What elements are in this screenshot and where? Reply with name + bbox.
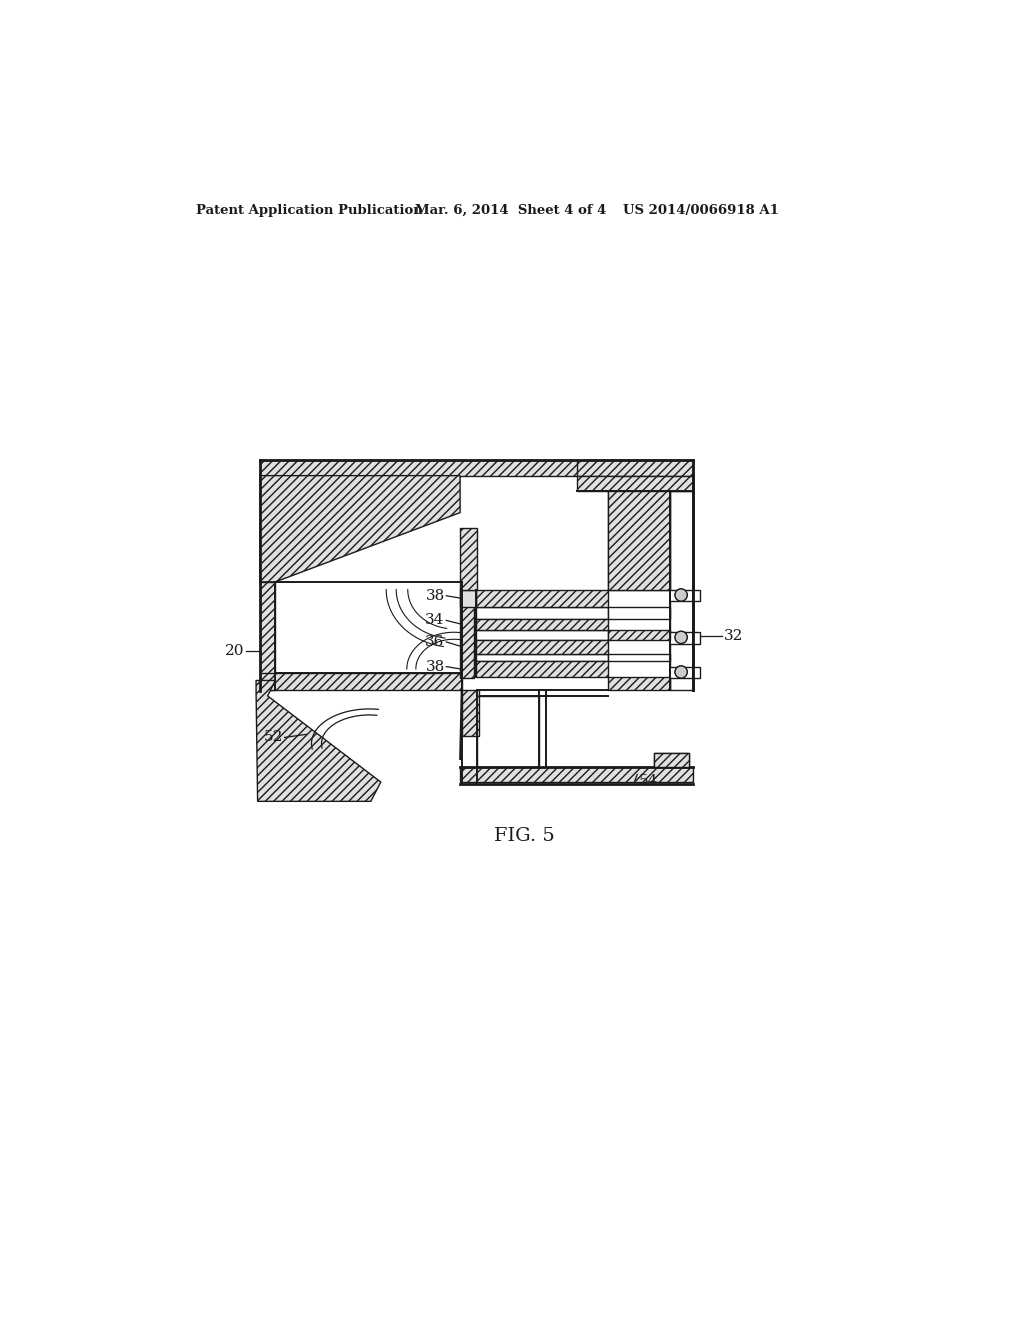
Bar <box>475 607 608 619</box>
Bar <box>460 528 477 590</box>
Bar <box>275 582 460 673</box>
Bar <box>578 461 692 475</box>
Circle shape <box>675 665 687 678</box>
Bar <box>692 590 700 601</box>
Circle shape <box>675 589 687 601</box>
Bar <box>608 677 670 689</box>
Bar <box>670 644 692 667</box>
Bar <box>260 461 692 475</box>
Bar <box>608 630 670 640</box>
Bar <box>475 653 608 661</box>
Bar <box>462 689 478 737</box>
Polygon shape <box>256 681 381 801</box>
Bar <box>654 752 689 767</box>
Bar <box>477 696 539 767</box>
Bar <box>475 619 608 630</box>
Text: FIG. 5: FIG. 5 <box>495 828 555 845</box>
Bar <box>460 767 692 781</box>
Bar <box>475 661 608 677</box>
Bar <box>670 601 692 632</box>
Text: Mar. 6, 2014  Sheet 4 of 4: Mar. 6, 2014 Sheet 4 of 4 <box>416 205 607 218</box>
Text: 32: 32 <box>724 628 742 643</box>
Text: 34: 34 <box>425 614 444 627</box>
Bar <box>670 491 692 689</box>
Bar <box>608 491 670 590</box>
Bar <box>608 491 670 590</box>
Text: 38: 38 <box>425 589 444 603</box>
Text: 20: 20 <box>225 644 245 659</box>
Bar <box>654 752 689 767</box>
Bar <box>670 678 692 689</box>
Bar <box>260 582 275 689</box>
Text: Patent Application Publication: Patent Application Publication <box>196 205 423 218</box>
Bar <box>475 640 608 653</box>
Bar <box>578 475 692 491</box>
Bar <box>460 590 476 607</box>
Text: 54: 54 <box>639 774 658 788</box>
Bar <box>475 630 608 640</box>
Text: 38: 38 <box>425 660 444 673</box>
Text: 52: 52 <box>263 730 283 744</box>
Polygon shape <box>260 475 460 582</box>
Text: US 2014/0066918 A1: US 2014/0066918 A1 <box>624 205 779 218</box>
Bar <box>692 667 700 678</box>
Bar <box>460 589 474 678</box>
Bar <box>608 607 670 619</box>
Bar <box>475 590 608 607</box>
Bar <box>670 491 692 590</box>
Bar <box>260 673 462 689</box>
Circle shape <box>675 631 687 644</box>
Bar <box>608 653 670 661</box>
Bar <box>692 632 700 644</box>
Text: 36: 36 <box>425 635 444 649</box>
